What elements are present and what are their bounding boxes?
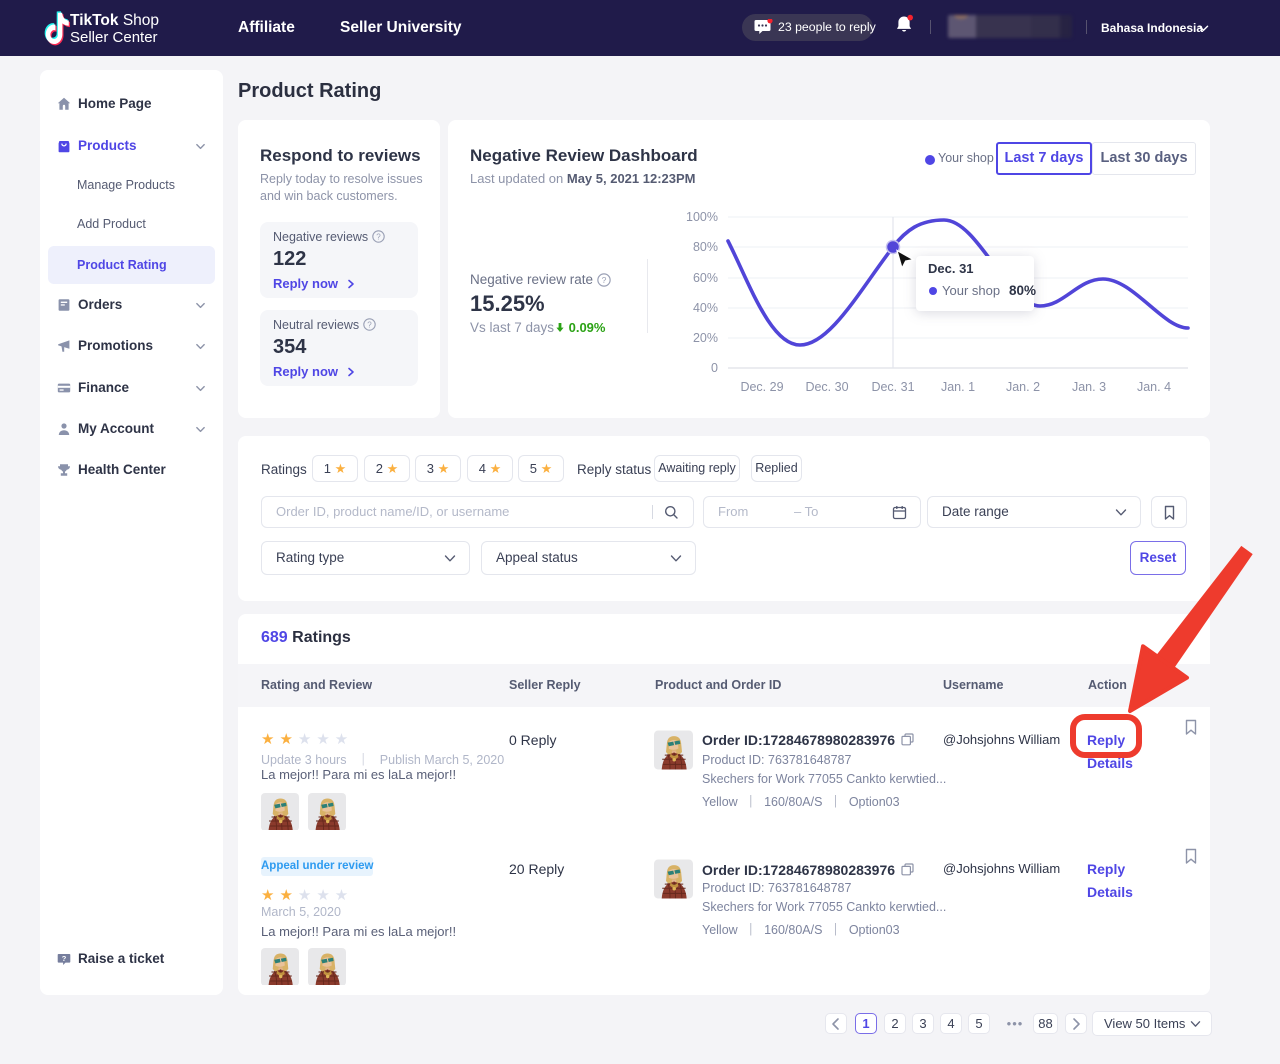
svg-text:Dec. 31: Dec. 31 xyxy=(871,380,914,394)
svg-text:80%: 80% xyxy=(693,240,718,254)
svg-text:Dec. 30: Dec. 30 xyxy=(805,380,848,394)
svg-text:60%: 60% xyxy=(693,271,718,285)
svg-text:?: ? xyxy=(367,320,372,329)
svg-text:?: ? xyxy=(376,232,381,241)
svg-text:Dec. 31: Dec. 31 xyxy=(928,261,974,276)
svg-text:0: 0 xyxy=(711,361,718,375)
svg-text:?: ? xyxy=(601,275,606,285)
svg-text:20%: 20% xyxy=(693,331,718,345)
svg-text:Dec. 29: Dec. 29 xyxy=(740,380,783,394)
svg-text:40%: 40% xyxy=(693,301,718,315)
svg-text:Jan. 1: Jan. 1 xyxy=(941,380,975,394)
svg-text:100%: 100% xyxy=(686,210,718,224)
svg-text:80%: 80% xyxy=(1009,283,1036,298)
svg-text:?: ? xyxy=(62,954,67,963)
svg-text:Jan. 2: Jan. 2 xyxy=(1006,380,1040,394)
svg-text:Your shop: Your shop xyxy=(942,283,1000,298)
svg-text:Jan. 4: Jan. 4 xyxy=(1137,380,1171,394)
svg-text:Jan. 3: Jan. 3 xyxy=(1072,380,1106,394)
